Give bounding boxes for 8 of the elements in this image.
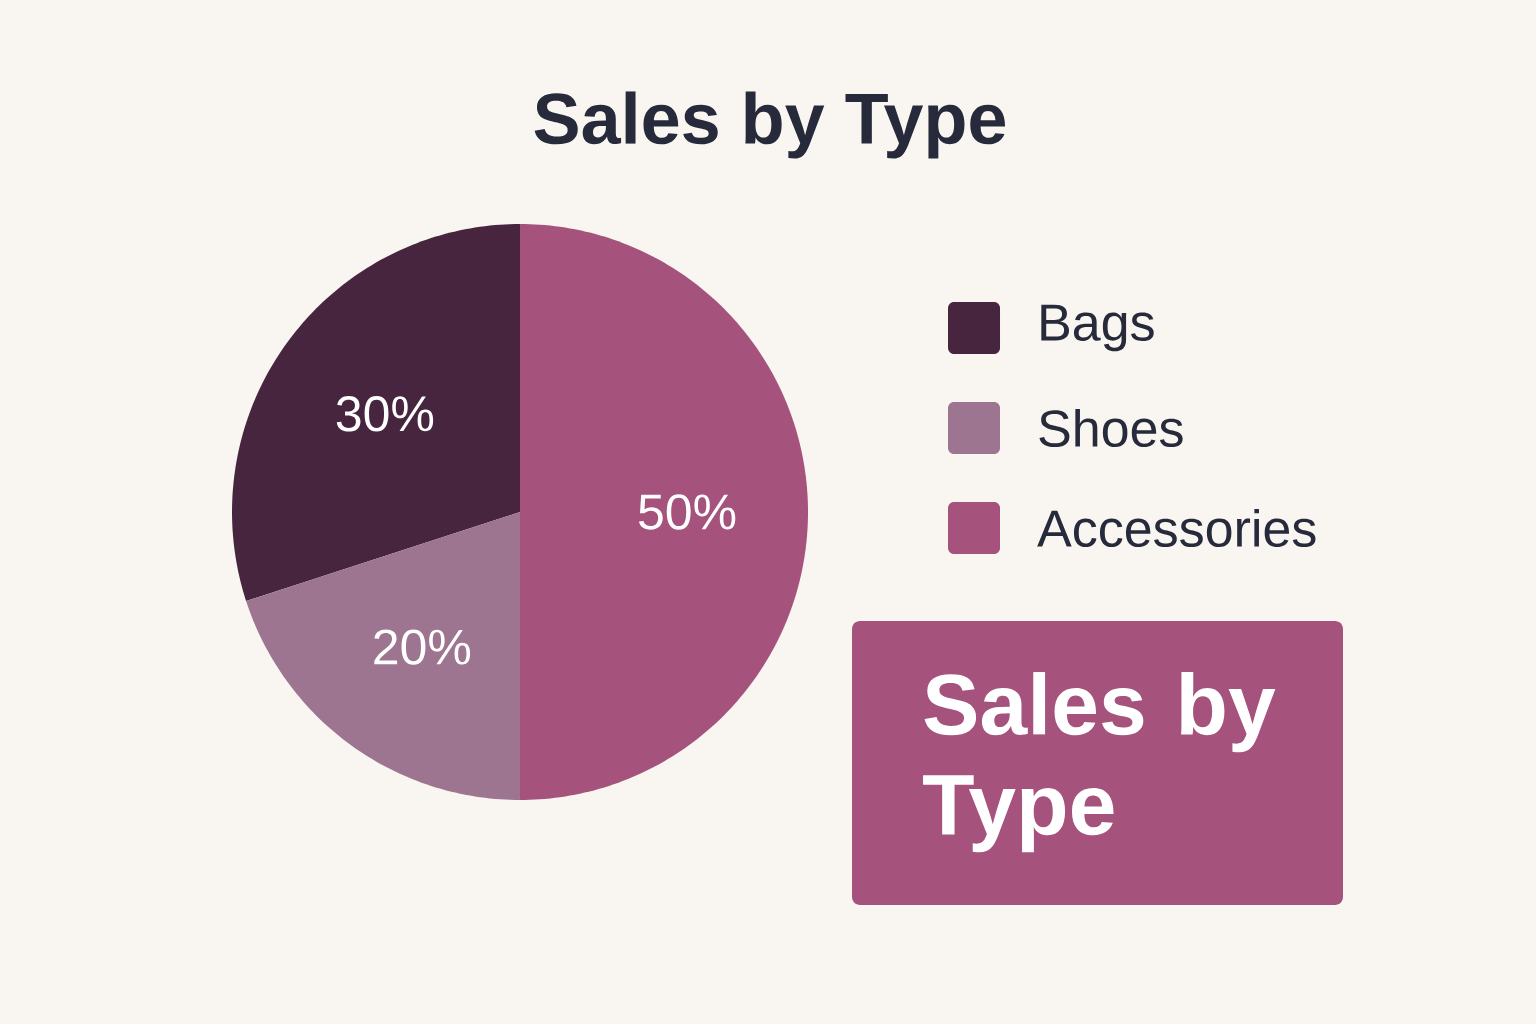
chart-title: Sales by Type	[534, 91, 1006, 159]
text: Sales by Type	[923, 672, 1276, 853]
data-label: 50%	[639, 494, 736, 530]
data-label: 30%	[336, 396, 434, 432]
data-label: 20%	[374, 629, 471, 665]
legend-label: Bags	[1041, 304, 1154, 352]
legend-label: Accessories	[1037, 508, 1316, 548]
legend-label: Shoes	[1039, 408, 1183, 448]
